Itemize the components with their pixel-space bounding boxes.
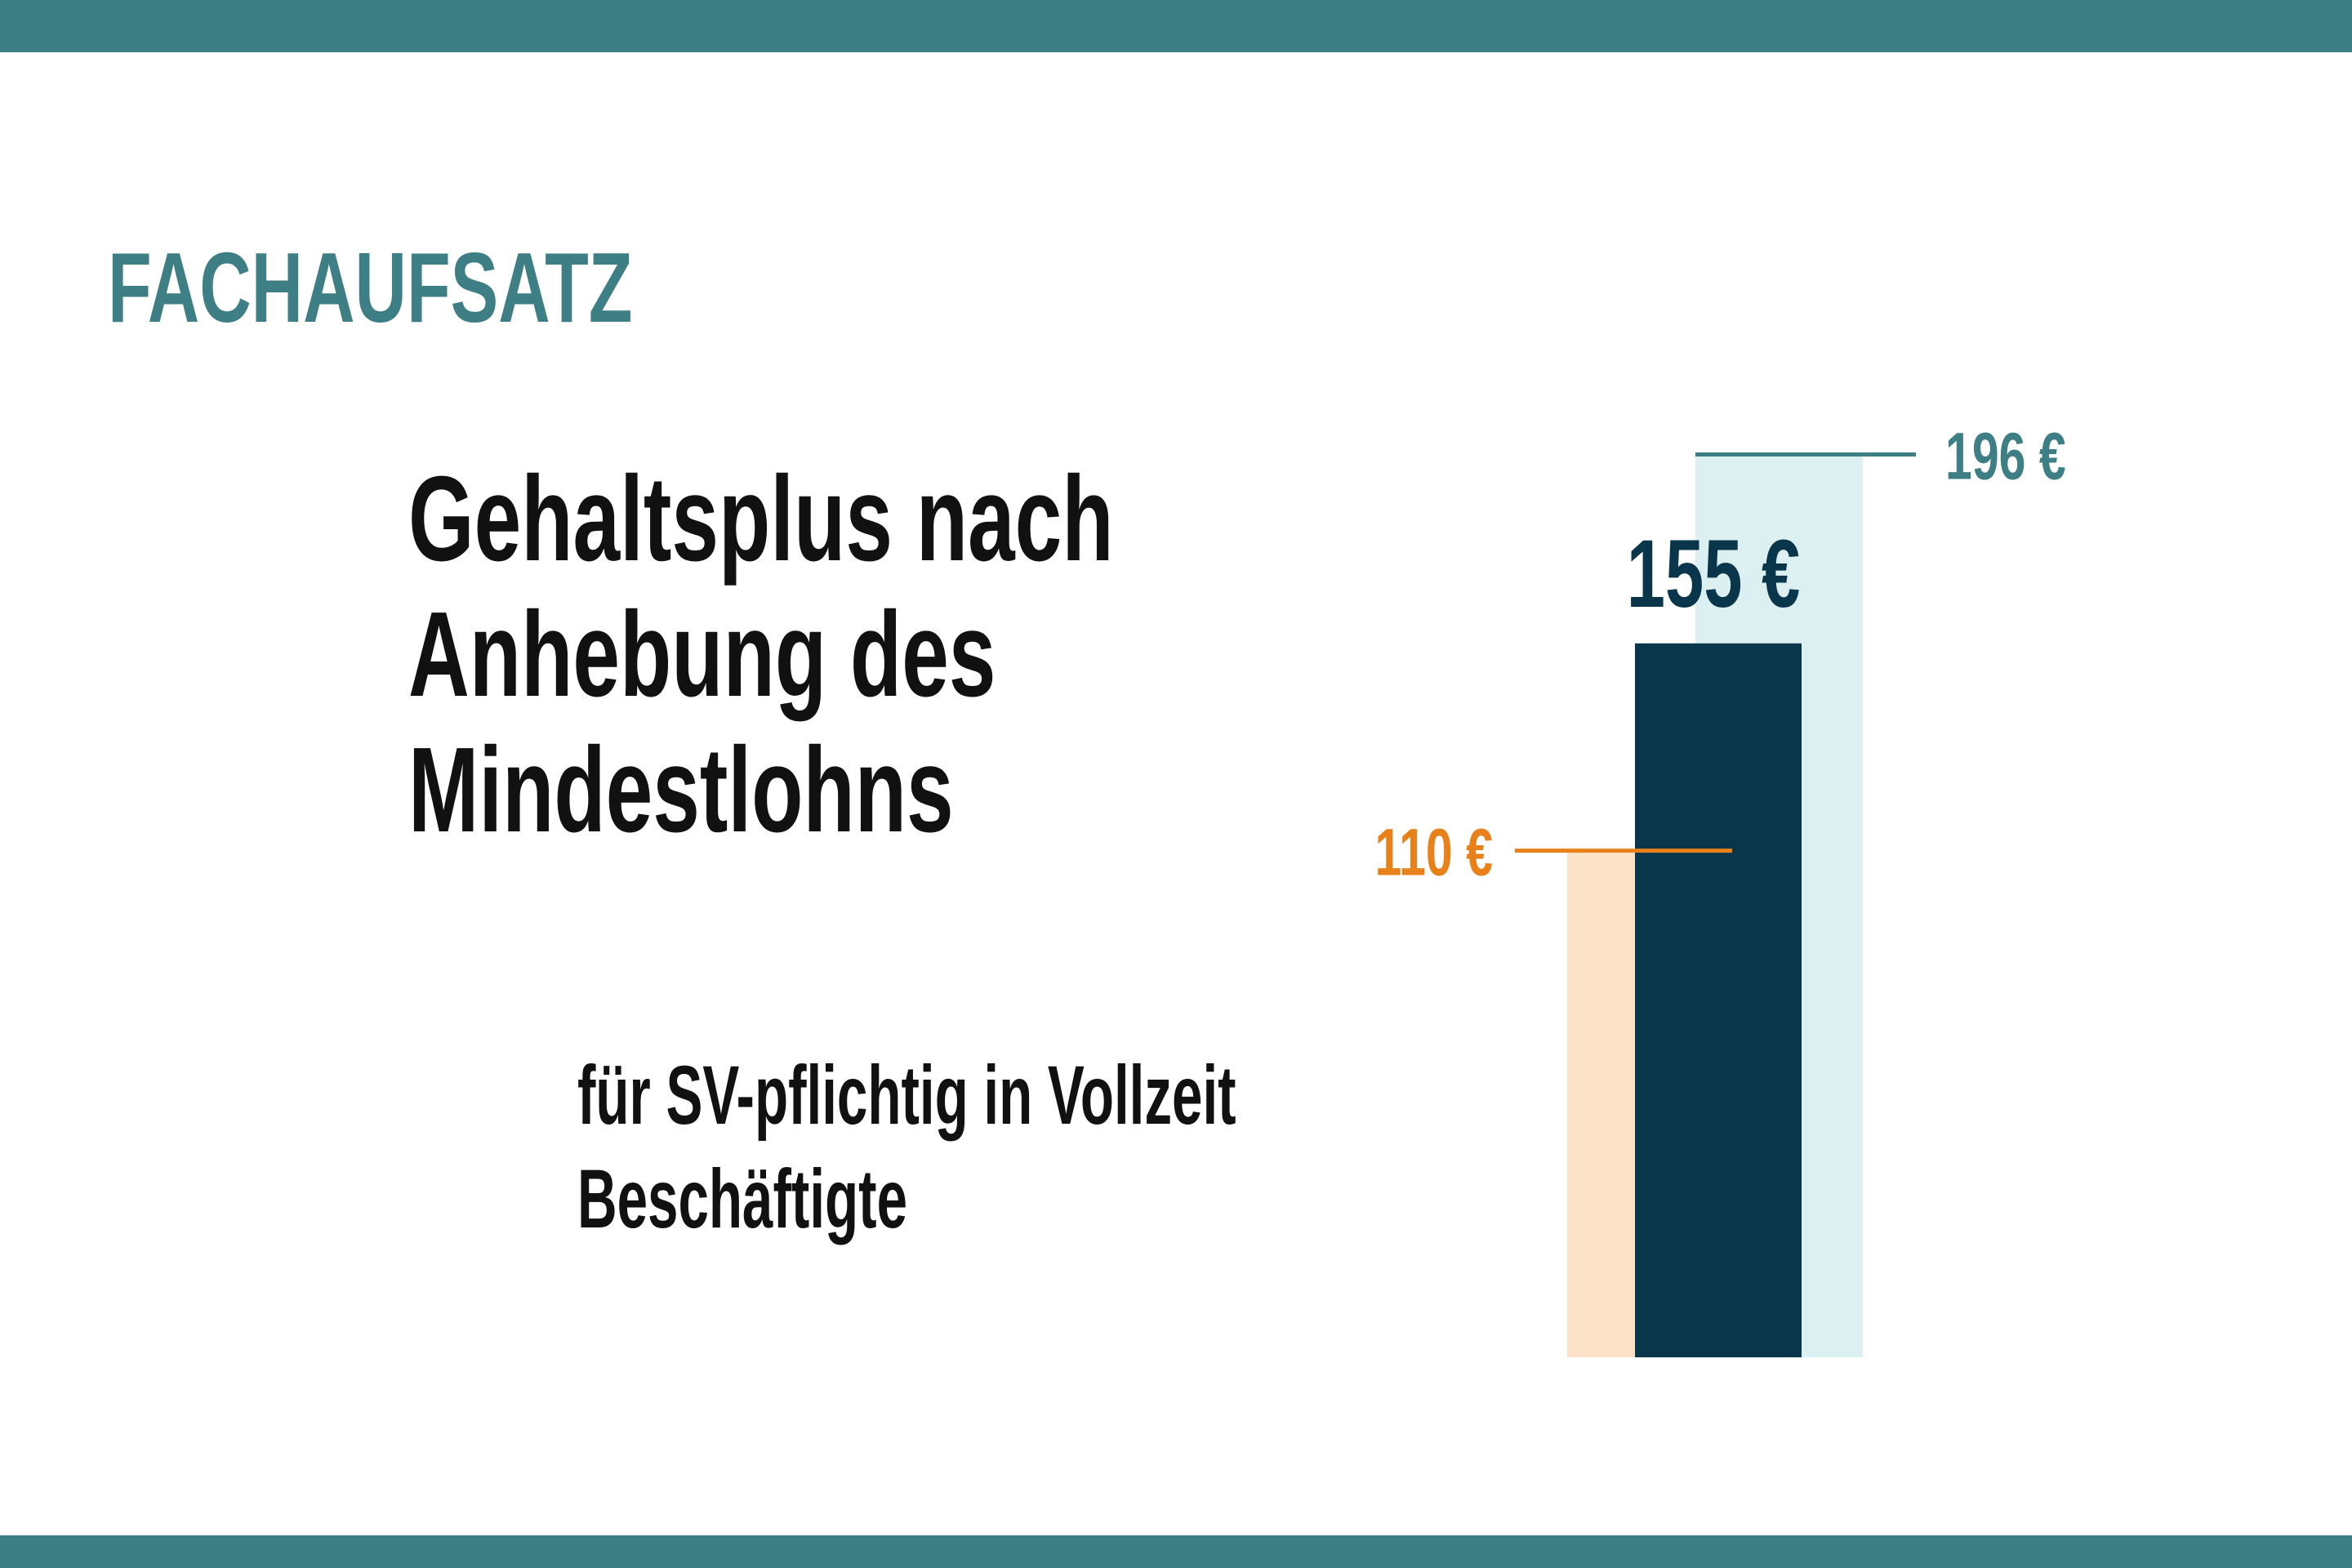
bar <box>1635 643 1802 1357</box>
top-band <box>0 0 2352 52</box>
chart-subtitle: für SV-pflichtig in Vollzeit Beschäftigt… <box>577 1049 1236 1245</box>
value-label: 155 € <box>1627 519 1801 627</box>
value-label: 110 € <box>1375 815 1493 890</box>
value-label: 196 € <box>1945 419 2066 494</box>
kicker: FACHAUFSATZ <box>108 232 633 343</box>
bottom-band <box>0 1535 2352 1568</box>
chart-title: Gehaltsplus nach Anhebung des Mindestloh… <box>408 452 1114 858</box>
